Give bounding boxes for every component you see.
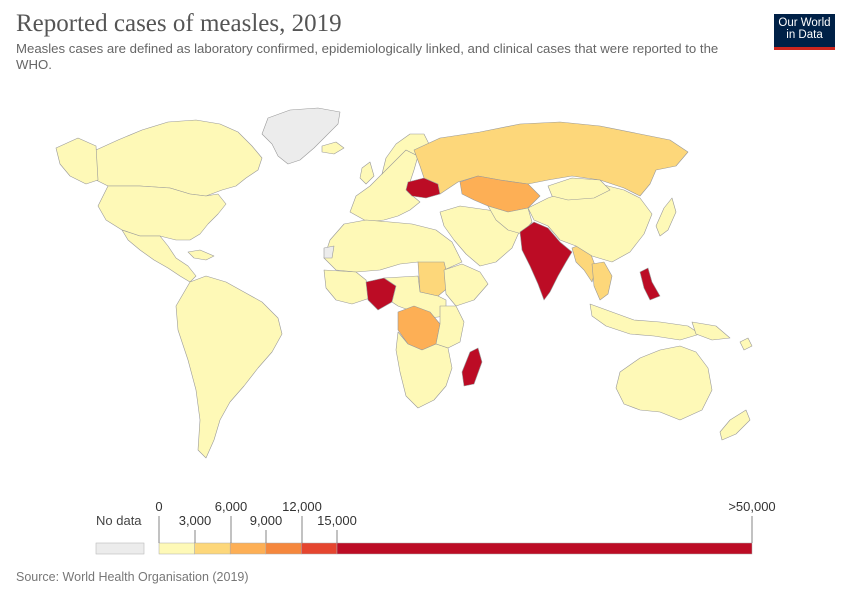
region-iceland[interactable] bbox=[321, 141, 345, 155]
region-indonesia[interactable] bbox=[589, 303, 701, 341]
region-western-sahara[interactable] bbox=[323, 245, 335, 259]
legend-bin-0-3000[interactable] bbox=[158, 542, 195, 555]
region-horn-africa[interactable] bbox=[443, 263, 489, 307]
region-southern-africa[interactable] bbox=[395, 331, 453, 409]
region-europe[interactable] bbox=[349, 149, 421, 223]
region-mongolia[interactable] bbox=[547, 177, 611, 201]
region-papua[interactable] bbox=[691, 321, 731, 341]
legend-no-data-label: No data bbox=[96, 513, 142, 528]
region-japan[interactable] bbox=[655, 197, 677, 237]
chart-title: Reported cases of measles, 2019 bbox=[16, 10, 342, 37]
legend-bin-15000-50000[interactable] bbox=[336, 542, 753, 555]
legend-tick-0: 0 bbox=[155, 499, 162, 514]
legend-bin-6000-9000[interactable] bbox=[229, 542, 267, 555]
legend-tick-max: >50,000 bbox=[728, 499, 775, 514]
legend-tick-6000: 6,000 bbox=[215, 499, 248, 514]
region-australia[interactable] bbox=[615, 345, 713, 421]
region-west-africa[interactable] bbox=[323, 269, 371, 305]
legend-no-data-swatch[interactable] bbox=[95, 542, 145, 555]
region-greenland[interactable] bbox=[261, 107, 341, 165]
region-central-africa[interactable] bbox=[383, 275, 447, 319]
owid-logo[interactable]: Our World in Data bbox=[774, 14, 835, 50]
legend-bin-9000-12000[interactable] bbox=[265, 542, 302, 555]
legend-tick-12000: 12,000 bbox=[282, 499, 322, 514]
region-caribbean[interactable] bbox=[187, 249, 215, 261]
color-legend: No data 0 6,000 12,000 >50,000 3,000 9,0… bbox=[95, 499, 776, 555]
region-indochina[interactable] bbox=[591, 261, 613, 301]
region-scandinavia[interactable] bbox=[381, 133, 431, 175]
region-pacific-islands[interactable] bbox=[739, 337, 753, 351]
chart-subtitle: Measles cases are defined as laboratory … bbox=[16, 41, 719, 72]
region-russia[interactable] bbox=[413, 121, 689, 197]
region-usa[interactable] bbox=[97, 185, 227, 241]
legend-bin-12000-15000[interactable] bbox=[301, 542, 338, 555]
logo-line-1: Our World bbox=[778, 17, 831, 29]
region-madagascar[interactable] bbox=[461, 347, 483, 387]
region-east-africa[interactable] bbox=[435, 305, 465, 349]
logo-line-2: in Data bbox=[786, 29, 823, 41]
region-north-africa[interactable] bbox=[323, 219, 463, 273]
legend-tick-3000: 3,000 bbox=[179, 513, 212, 528]
legend-bin-3000-6000[interactable] bbox=[194, 542, 231, 555]
region-mexico-central-america[interactable] bbox=[121, 229, 197, 283]
region-uk[interactable] bbox=[359, 161, 375, 185]
legend-bins bbox=[158, 542, 753, 555]
source-note: Source: World Health Organisation (2019) bbox=[16, 570, 249, 584]
region-alaska[interactable] bbox=[55, 137, 99, 185]
region-philippines[interactable] bbox=[639, 267, 661, 301]
legend-tick-15000: 15,000 bbox=[317, 513, 357, 528]
world-map bbox=[55, 107, 753, 459]
region-south-america[interactable] bbox=[175, 275, 283, 459]
logo-accent-bar bbox=[774, 47, 835, 50]
legend-tick-9000: 9,000 bbox=[250, 513, 283, 528]
region-india[interactable] bbox=[519, 221, 573, 301]
region-new-zealand[interactable] bbox=[719, 409, 751, 441]
